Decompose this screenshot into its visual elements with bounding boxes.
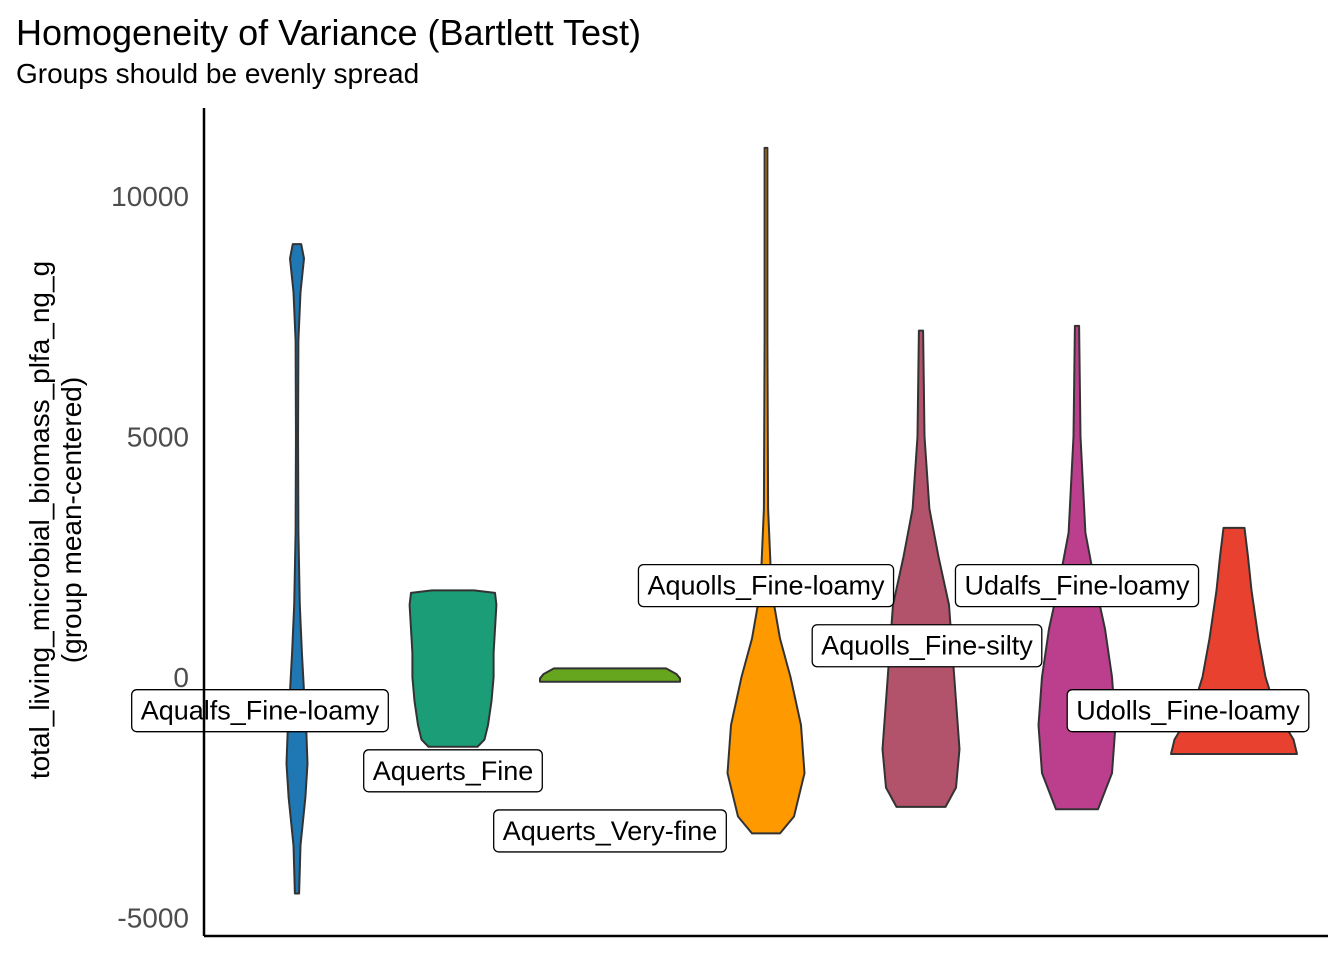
- axes-layer: -5000 0 5000 10000: [111, 108, 1328, 938]
- labels-layer: Aqualfs_Fine-loamy Aquerts_Fine Aquerts_Ve…: [131, 563, 1310, 853]
- label-udalfs-fine-loamy: Udalfs_Fine-loamy: [954, 563, 1200, 608]
- label-aquerts-fine: Aquerts_Fine: [363, 749, 543, 793]
- chart-title: Homogeneity of Variance (Bartlett Test): [16, 12, 641, 53]
- group-label: Aquerts_Very-fine: [503, 816, 718, 846]
- violin-aquolls-fine-silty: [881, 329, 961, 808]
- y-tick-label: 5000: [127, 422, 189, 453]
- label-box: [493, 809, 727, 853]
- violin-aquerts-fine: [408, 589, 498, 748]
- group-label: Aqualfs_Fine-loamy: [141, 696, 380, 726]
- group-label: Udolls_Fine-loamy: [1076, 696, 1300, 726]
- violin-aqualfs-fine-loamy: [285, 243, 309, 895]
- y-tick-label: 10000: [111, 181, 189, 212]
- label-box: [363, 749, 543, 793]
- group-label: Aquerts_Fine: [373, 756, 534, 786]
- y-tick-label: -5000: [117, 903, 189, 934]
- label-aquerts-very-fine: Aquerts_Very-fine: [493, 809, 727, 853]
- y-tick-label: 0: [173, 662, 189, 693]
- group-label: Aquolls_Fine-silty: [821, 631, 1033, 661]
- label-aquolls-fine-loamy: Aquolls_Fine-loamy: [637, 563, 895, 608]
- label-aquolls-fine-silty: Aquolls_Fine-silty: [811, 624, 1043, 668]
- label-aqualfs-fine-loamy: Aqualfs_Fine-loamy: [131, 689, 389, 733]
- label-box: [131, 689, 389, 733]
- violin-aquerts-very-fine: [539, 667, 681, 683]
- chart-subtitle: Groups should be evenly spread: [16, 58, 420, 89]
- group-label: Aquolls_Fine-loamy: [647, 571, 885, 601]
- label-box: [637, 563, 895, 608]
- group-label: Udalfs_Fine-loamy: [964, 571, 1190, 601]
- label-box: [811, 624, 1043, 668]
- label-box: [954, 563, 1200, 608]
- label-udolls-fine-loamy: Udolls_Fine-loamy: [1066, 689, 1310, 733]
- violin-aquolls-fine-loamy: [726, 146, 806, 835]
- label-box: [1066, 689, 1310, 733]
